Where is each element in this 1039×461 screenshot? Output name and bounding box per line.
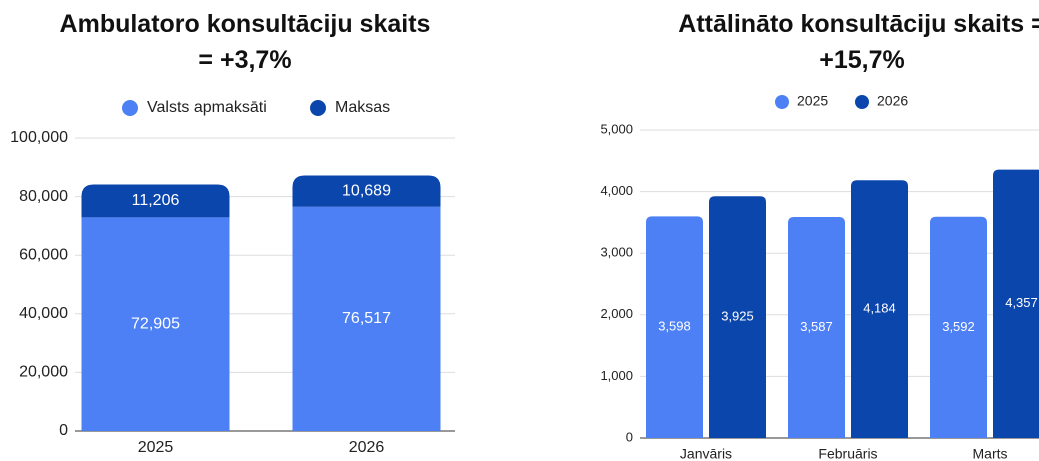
legend-swatch: [122, 100, 138, 116]
bar: [930, 216, 987, 438]
x-tick-label: 2026: [349, 439, 385, 456]
y-tick-label: 1,000: [600, 368, 633, 383]
y-tick-label: 60,000: [19, 246, 68, 263]
y-tick-label: 20,000: [19, 364, 68, 381]
data-label: 3,598: [658, 319, 691, 334]
legend-label: Valsts apmaksāti: [147, 99, 267, 116]
bar-segment: [81, 217, 230, 431]
data-label: 4,184: [863, 301, 896, 316]
y-tick-label: 40,000: [19, 305, 68, 322]
data-label: 72,905: [131, 315, 180, 332]
data-label: 11,206: [132, 192, 180, 209]
y-tick-label: 4,000: [600, 183, 633, 198]
bar: [993, 169, 1039, 438]
y-tick-label: 0: [59, 422, 68, 439]
data-label: 3,592: [942, 319, 975, 334]
bar: [788, 217, 845, 438]
y-tick-label: 2,000: [600, 306, 633, 321]
y-tick-label: 5,000: [600, 121, 633, 136]
legend-label: 2025: [797, 93, 828, 109]
data-label: 3,587: [800, 319, 833, 334]
legend-swatch: [775, 95, 789, 109]
chart-title: Attālināto konsultāciju skaits = +15,7%: [678, 10, 1039, 74]
legend-label: 2026: [877, 93, 908, 109]
data-label: 10,689: [342, 182, 391, 199]
legend-swatch: [855, 95, 869, 109]
bar-segment: [292, 206, 441, 431]
bar-segment: [292, 175, 441, 207]
legend-swatch: [310, 100, 326, 116]
data-label: 4,357: [1005, 295, 1038, 310]
data-label: 3,925: [721, 309, 754, 324]
data-label: 76,517: [342, 310, 391, 327]
legend-label: Maksas: [335, 99, 390, 116]
bar: [646, 216, 703, 438]
bar: [709, 196, 766, 438]
x-tick-label: Marts: [973, 446, 1008, 461]
bar-segment: [81, 184, 230, 218]
y-tick-label: 0: [626, 429, 633, 444]
chart-title: Ambulatoro konsultāciju skaits = +3,7%: [59, 10, 431, 74]
y-tick-label: 80,000: [19, 188, 68, 205]
x-tick-label: 2025: [138, 439, 174, 456]
x-tick-label: Janvāris: [680, 446, 732, 461]
y-tick-label: 3,000: [600, 245, 633, 260]
x-tick-label: Februāris: [818, 446, 877, 461]
bar: [851, 180, 908, 438]
y-tick-label: 100,000: [10, 129, 68, 146]
